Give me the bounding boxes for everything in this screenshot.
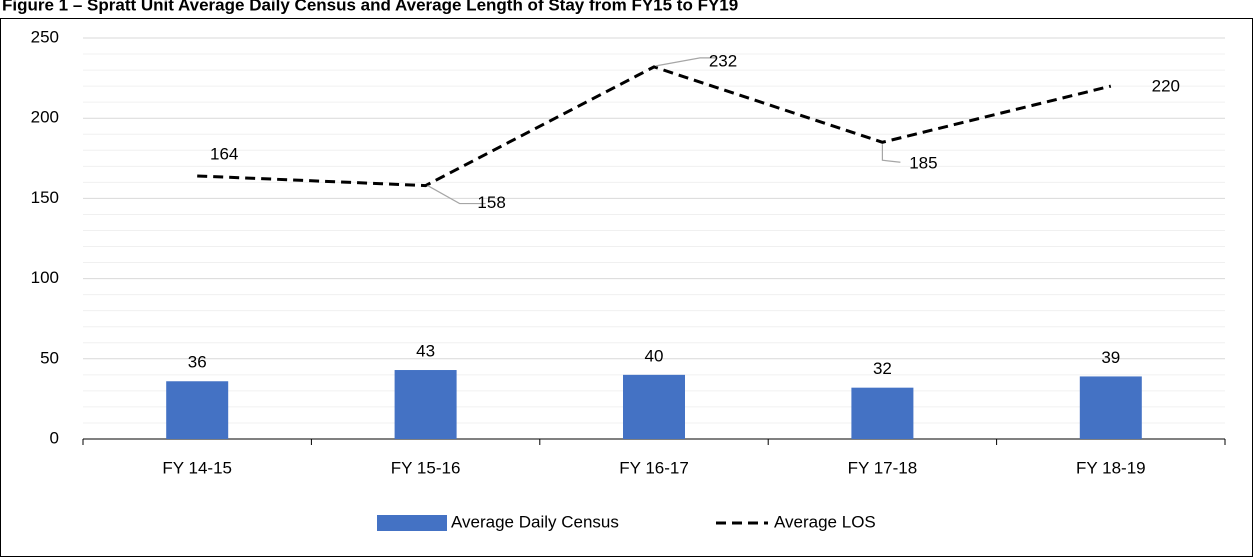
leader-line <box>881 144 901 163</box>
y-tick-label: 0 <box>50 428 59 447</box>
bar-value-label: 32 <box>873 359 892 378</box>
line-value-label: 232 <box>709 51 737 70</box>
y-tick-label: 250 <box>31 27 59 46</box>
y-tick-label: 200 <box>31 108 59 127</box>
legend-label: Average LOS <box>774 512 876 531</box>
y-tick-label: 150 <box>31 188 59 207</box>
legend-swatch <box>377 515 447 531</box>
line-value-label: 220 <box>1152 77 1180 96</box>
bar <box>166 381 229 439</box>
leader-line <box>427 185 486 205</box>
y-tick-label: 50 <box>40 348 59 367</box>
bar-value-label: 36 <box>188 353 207 372</box>
x-tick-label: FY 16-17 <box>619 458 689 477</box>
chart-title: Figure 1 – Spratt Unit Average Daily Cen… <box>2 0 738 14</box>
leader-line <box>655 57 716 67</box>
bar-value-label: 43 <box>416 342 435 361</box>
line <box>197 65 1112 188</box>
bar <box>623 374 685 439</box>
bar <box>851 387 914 439</box>
bar-value-label: 39 <box>1101 348 1120 367</box>
bar-value-label: 40 <box>645 346 664 365</box>
line-value-label: 185 <box>909 154 937 173</box>
x-tick-label: FY 18-19 <box>1076 458 1146 477</box>
bar <box>1079 376 1142 439</box>
x-tick-label: FY 14-15 <box>162 458 232 477</box>
x-tick-label: FY 15-16 <box>391 458 461 477</box>
line-value-label: 158 <box>477 193 505 212</box>
x-tick-label: FY 17-18 <box>848 458 918 477</box>
line-value-label: 164 <box>210 144 238 163</box>
bar <box>394 370 457 439</box>
chart-frame <box>0 18 1253 557</box>
legend-label: Average Daily Census <box>451 512 619 531</box>
y-tick-label: 100 <box>31 268 59 287</box>
